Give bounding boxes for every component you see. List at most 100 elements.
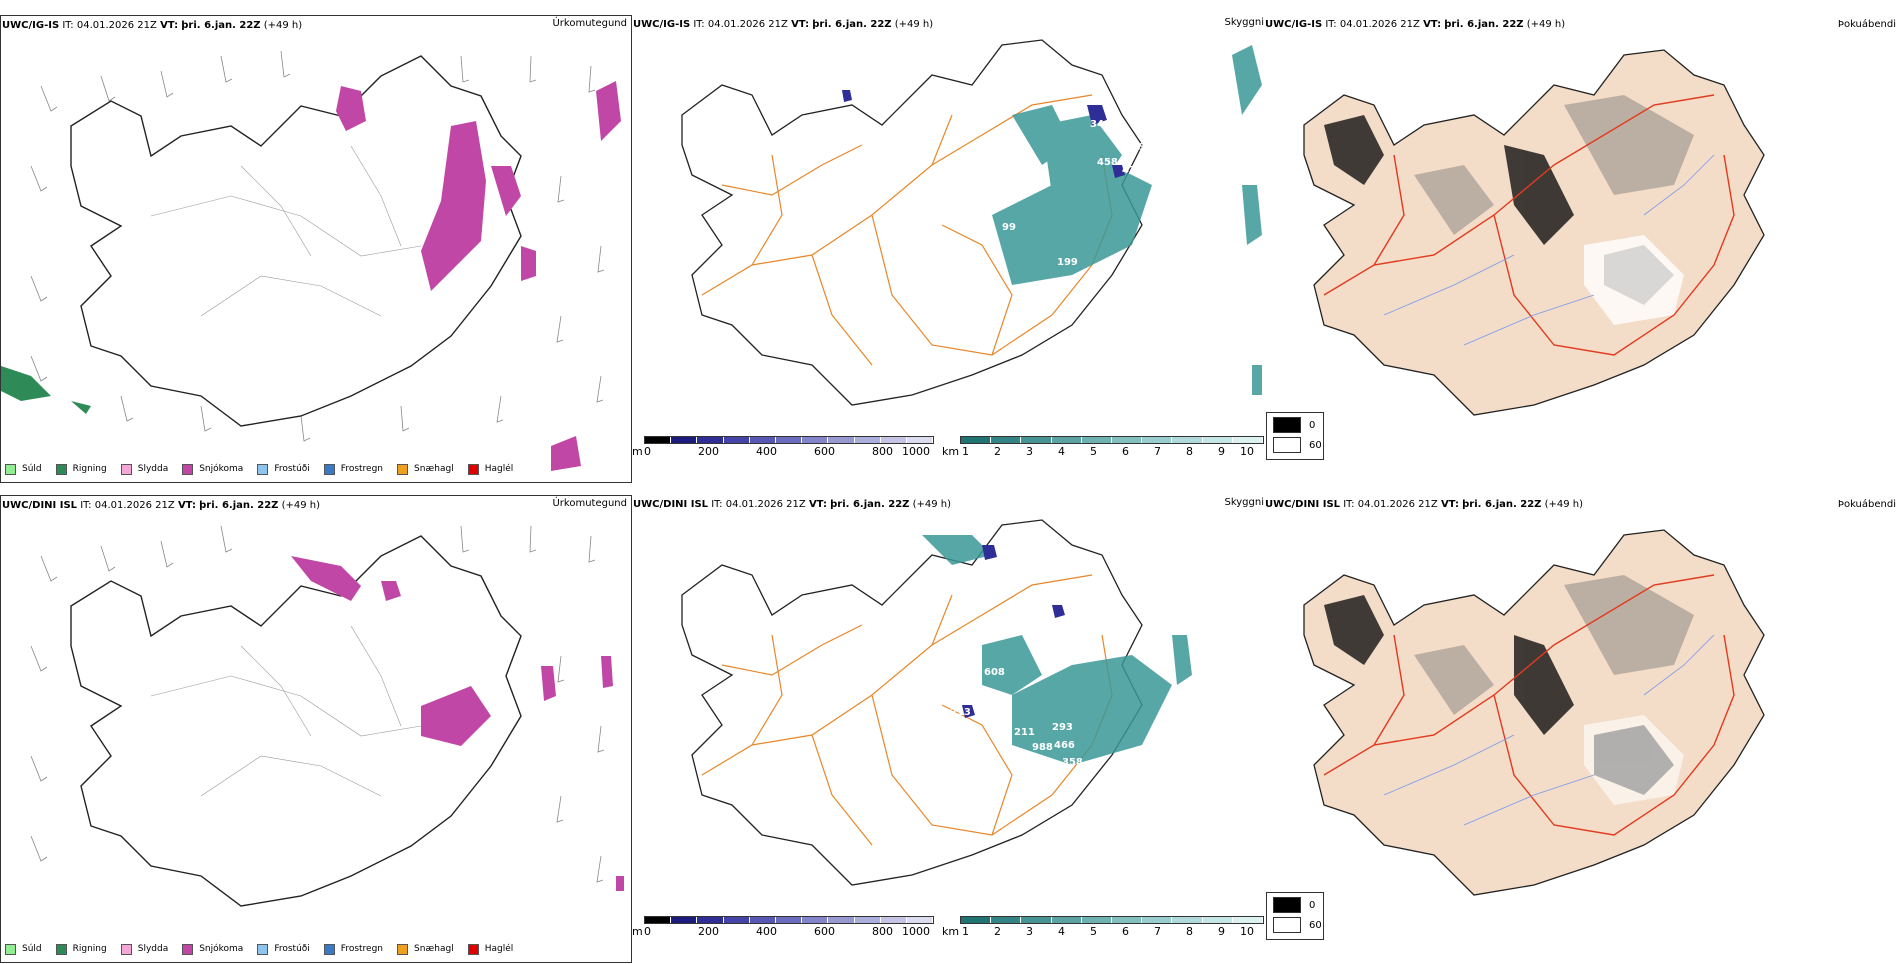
iceland-land <box>1303 49 1765 416</box>
legend-swatch <box>120 463 132 475</box>
colorbar-tick: 3 <box>1026 445 1033 458</box>
precip-map-2 <box>30 525 624 907</box>
colorbar-tick: 2 <box>994 445 1001 458</box>
colorbar-segment <box>775 917 803 923</box>
colorbar-segment <box>1081 437 1113 443</box>
colorbar-segment <box>1172 917 1203 923</box>
colorbar-segment <box>1112 437 1143 443</box>
roads <box>1323 94 1735 356</box>
legend-swatch <box>397 943 409 955</box>
colorbar-segment <box>775 437 803 443</box>
rivers <box>1383 154 1715 346</box>
fog-legend-2: 0 60 <box>1266 892 1324 940</box>
cloud-panel-2: 608 213 293 211 988 466 358 UWC/DINI ISL… <box>632 495 1264 963</box>
cloud-value-label: 988 <box>1032 742 1053 753</box>
panel-header: UWC/IG-IS IT: 04.01.2026 21Z VT: þri. 6.… <box>1265 19 1566 30</box>
colorbar-segment <box>1142 437 1173 443</box>
colorbar-tick: 5 <box>1090 925 1097 938</box>
panel-header: UWC/DINI ISL IT: 04.01.2026 21Z VT: þri.… <box>633 499 952 510</box>
legend-item: Frostúði <box>257 463 310 475</box>
iceland-coast <box>681 39 1143 406</box>
legend-swatch <box>182 943 194 955</box>
visibility-colorbar-2: km 1 2 3 4 5 6 7 8 9 10 <box>942 916 1264 938</box>
legend-item: Frostregn <box>323 463 383 475</box>
colorbar-unit: km <box>942 445 960 458</box>
cloud-value-label: 99 <box>1002 222 1016 233</box>
low-cloud-areas <box>842 90 1125 178</box>
legend-swatch <box>323 463 335 475</box>
legend-item: Snæhagl <box>397 463 454 475</box>
precip-type-panel-1: UWC/IG-IS IT: 04.01.2026 21Z VT: þri. 6.… <box>0 15 632 483</box>
colorbar-tick: 7 <box>1154 445 1161 458</box>
visibility-areas <box>992 45 1262 395</box>
colorbar-segment <box>697 437 724 443</box>
colorbar-ticks: km 1 2 3 4 5 6 7 8 9 10 <box>942 445 1264 458</box>
colorbar-tick: 1000 <box>902 925 930 938</box>
legend-item: Haglél <box>467 463 513 475</box>
colorbar-ticks: m 0 200 400 600 800 1000 <box>632 445 932 458</box>
iceland-coast <box>70 535 522 907</box>
colorbar-segment <box>991 437 1022 443</box>
fog-panel-2: UWC/DINI ISL IT: 04.01.2026 21Z VT: þri.… <box>1264 495 1900 963</box>
cloud-value-labels: 340 458 472 435 199 99 10 <box>782 87 1153 268</box>
legend-item: Snjókoma <box>182 463 243 475</box>
colorbar-segment <box>961 917 992 923</box>
legend-swatch <box>467 943 479 955</box>
panel-title: Úrkomutegund <box>552 498 627 509</box>
colorbar-segment <box>1021 917 1052 923</box>
legend-swatch <box>120 943 132 955</box>
cloud-value-label: 199 <box>1057 257 1078 268</box>
panel-title: Þokuábendi <box>1837 19 1896 30</box>
snow-areas <box>291 556 624 891</box>
colorbar-unit: m <box>632 445 643 458</box>
rivers <box>1383 634 1715 826</box>
colorbar-tick: 800 <box>872 925 893 938</box>
fog-legend-swatch <box>1273 897 1301 913</box>
colorbar-tick: 600 <box>814 925 835 938</box>
roads <box>701 94 1113 366</box>
colorbar-tick: 6 <box>1122 445 1129 458</box>
colorbar-ticks: km 1 2 3 4 5 6 7 8 9 10 <box>942 925 1264 938</box>
colorbar-segment <box>697 917 724 923</box>
legend-swatch <box>467 463 479 475</box>
colorbar-ticks: m 0 200 400 600 800 1000 <box>632 925 932 938</box>
panel-title: Skyggni <box>1224 17 1264 28</box>
panel-title: Þokuábendi <box>1837 499 1896 510</box>
colorbar-segment <box>854 917 881 923</box>
panel-header: UWC/DINI ISL IT: 04.01.2026 21Z VT: þri.… <box>1265 499 1584 510</box>
colorbar-segment <box>802 437 829 443</box>
legend-item: Súld <box>5 463 42 475</box>
legend-item: Haglél <box>467 943 513 955</box>
colorbar-tick: 4 <box>1058 445 1065 458</box>
cloud-value-label: 466 <box>1054 740 1075 751</box>
precip-type-panel-2: UWC/DINI ISL IT: 04.01.2026 21Z VT: þri.… <box>0 495 632 963</box>
fog-legend-swatch <box>1273 417 1301 433</box>
colorbar-tick: 2 <box>994 925 1001 938</box>
cloud-value-labels: 608 213 293 211 988 466 358 <box>950 667 1083 768</box>
colorbar-tick: 800 <box>872 445 893 458</box>
cloud-value-label: 10 <box>782 87 796 98</box>
roads <box>1323 574 1735 836</box>
precip-legend: Súld Rigning Slydda Snjókoma Frostúði Fr… <box>5 940 527 958</box>
panel-header: UWC/IG-IS IT: 04.01.2026 21Z VT: þri. 6.… <box>2 20 303 31</box>
inland-lines <box>150 145 422 317</box>
colorbar-segment <box>1232 917 1264 923</box>
precip-legend: Súld Rigning Slydda Snjókoma Frostúði Fr… <box>5 460 527 478</box>
cloud-value-label: 358 <box>1062 757 1083 768</box>
legend-swatch <box>323 943 335 955</box>
cloud-value-label: 435 <box>1132 142 1153 153</box>
colorbar-tick: 6 <box>1122 925 1129 938</box>
cloud-value-label: 293 <box>1052 722 1073 733</box>
colorbar-tick: 5 <box>1090 445 1097 458</box>
cloud-panel-1: 340 458 472 435 199 99 10 UWC/IG-IS IT: … <box>632 15 1264 483</box>
colorbar-segment <box>828 437 855 443</box>
colorbar-tick: 3 <box>1026 925 1033 938</box>
legend-item: Frostúði <box>257 943 310 955</box>
colorbar-segment <box>1142 917 1173 923</box>
colorbar-tick: 9 <box>1218 445 1225 458</box>
colorbar-segment <box>880 917 907 923</box>
fog-legend-1: 0 60 <box>1266 412 1324 460</box>
colorbar-tick: 1 <box>962 925 969 938</box>
colorbar-tick: 0 <box>644 925 651 938</box>
colorbar-boxes <box>960 436 1264 444</box>
